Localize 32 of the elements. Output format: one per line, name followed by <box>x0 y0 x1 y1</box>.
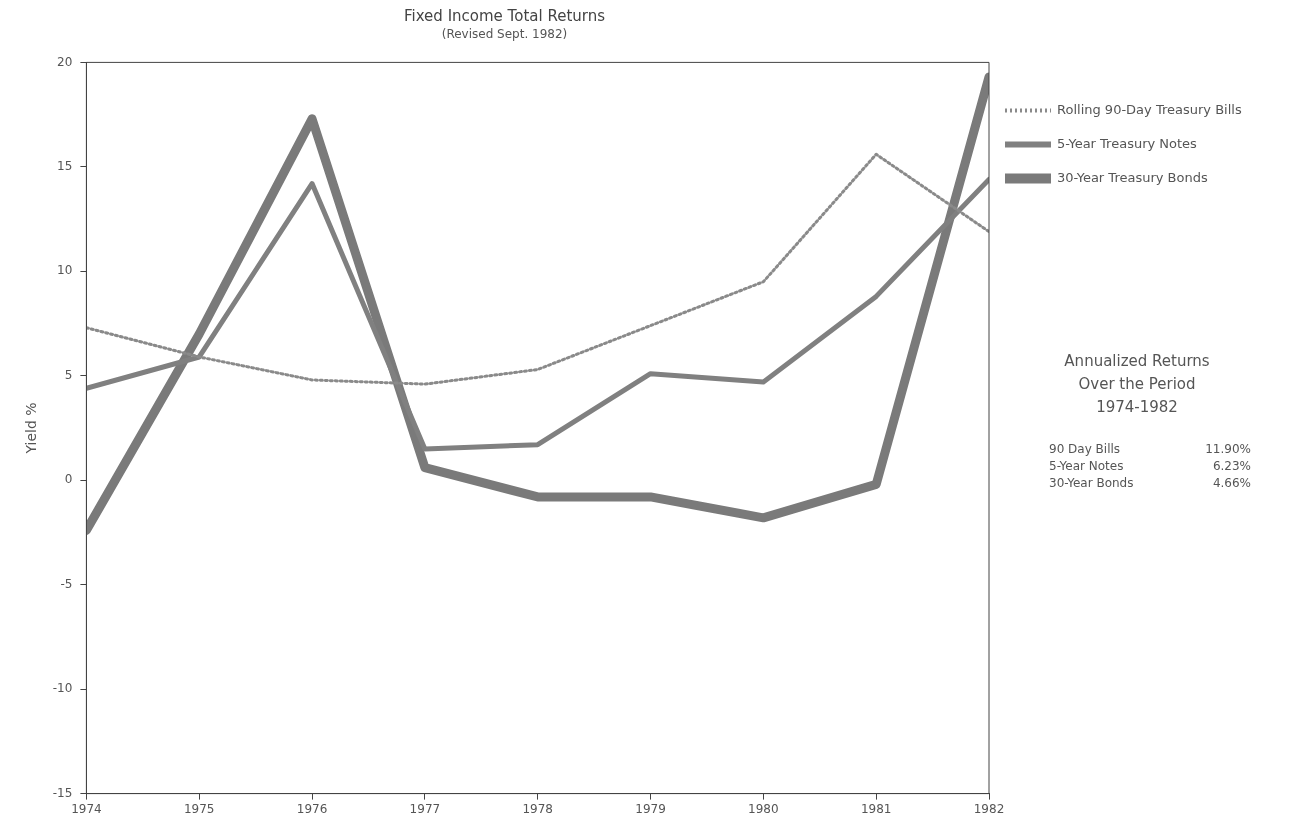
text: Annualized Returns <box>1064 352 1210 371</box>
chart-subtitle: (Revised Sept. 1982) <box>441 27 568 42</box>
text: Over the Period <box>1078 375 1196 394</box>
legend-label: 5-Year Treasury Notes <box>1057 135 1198 151</box>
y-tick-label: 20 <box>57 54 73 69</box>
x-tick-label: 1979 <box>635 801 666 816</box>
legend-label: 30-Year Treasury Bonds <box>1057 169 1208 185</box>
text: 11.90% <box>1205 441 1251 456</box>
text: 5-Year Notes <box>1049 458 1124 473</box>
x-tick-label: 1975 <box>183 801 215 816</box>
y-tick-label: -10 <box>52 681 73 696</box>
text: 4.66% <box>1212 475 1251 490</box>
legend-label: Rolling 90-Day Treasury Bills <box>1057 101 1242 117</box>
y-tick-label: 10 <box>57 263 73 278</box>
y-tick-label: 0 <box>64 472 73 487</box>
x-tick-label: 1977 <box>409 801 441 816</box>
text: 90 Day Bills <box>1049 441 1121 456</box>
x-tick-label: 1982 <box>973 801 1005 816</box>
x-tick-label: 1974 <box>71 801 102 816</box>
y-tick-label: -5 <box>60 576 73 591</box>
x-tick-label: 1981 <box>860 801 892 816</box>
chart-title: Fixed Income Total Returns <box>404 6 606 25</box>
x-tick-label: 1978 <box>522 801 553 816</box>
y-tick-label: -15 <box>52 785 73 800</box>
y-tick-label: 5 <box>64 367 73 382</box>
y-tick-label: 15 <box>57 158 73 173</box>
text: 30-Year Bonds <box>1049 475 1134 490</box>
x-tick-label: 1976 <box>296 801 328 816</box>
x-tick-label: 1980 <box>748 801 779 816</box>
y-axis-title: Yield % <box>23 402 40 455</box>
text: 6.23% <box>1212 458 1251 473</box>
text: 1974-1982 <box>1096 398 1178 417</box>
